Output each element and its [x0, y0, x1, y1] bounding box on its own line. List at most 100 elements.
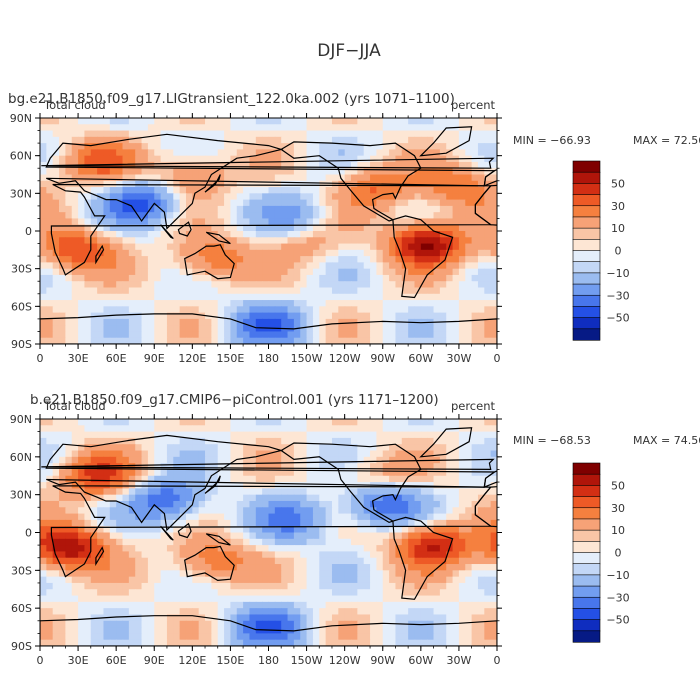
field-cell — [71, 281, 79, 289]
field-cell — [97, 570, 105, 578]
field-cell — [46, 143, 54, 150]
field-cell — [370, 437, 378, 445]
lat-tick-label: 90S — [11, 338, 32, 351]
field-cell — [452, 262, 460, 270]
field-cell — [300, 576, 308, 584]
field-cell — [59, 494, 66, 502]
field-cell — [363, 576, 371, 584]
field-cell — [300, 130, 308, 138]
field-cell — [338, 218, 346, 226]
field-cell — [71, 500, 79, 508]
field-cell — [84, 231, 92, 238]
field-cell — [287, 199, 295, 207]
field-cell — [109, 582, 117, 590]
field-cell — [420, 437, 428, 445]
field-cell — [147, 620, 155, 628]
field-cell — [230, 450, 238, 458]
field-cell — [40, 582, 47, 590]
field-cell — [179, 431, 187, 439]
field-cell — [433, 306, 441, 314]
field-cell — [287, 205, 295, 213]
field-cell — [185, 136, 193, 144]
field-cell — [376, 287, 384, 295]
field-cell — [90, 306, 98, 314]
field-cell — [325, 463, 333, 471]
field-cell — [439, 199, 447, 207]
field-cell — [414, 545, 422, 553]
field-cell — [357, 268, 365, 276]
field-cell — [319, 431, 327, 439]
field-cell — [160, 281, 168, 289]
field-cell — [154, 212, 162, 220]
field-cell — [338, 300, 346, 307]
field-cell — [243, 456, 251, 464]
field-cell — [154, 318, 162, 326]
field-cell — [78, 437, 86, 445]
field-cell — [71, 124, 79, 132]
field-cell — [173, 306, 181, 314]
field-cell — [46, 337, 54, 344]
field-cell — [344, 538, 352, 546]
field-cell — [414, 564, 422, 571]
field-cell — [363, 532, 371, 540]
field-cell — [109, 268, 117, 276]
field-cell — [59, 570, 66, 578]
field-cell — [274, 249, 282, 257]
field-cell — [484, 193, 492, 201]
field-cell — [382, 425, 390, 433]
field-cell — [370, 136, 378, 144]
field-cell — [243, 262, 251, 270]
field-cell — [351, 494, 358, 502]
field-cell — [243, 143, 251, 150]
field-cell — [395, 161, 403, 169]
field-cell — [363, 564, 371, 571]
field-cell — [255, 526, 263, 534]
field-cell — [331, 174, 339, 182]
field-cell — [78, 469, 86, 477]
field-cell — [458, 419, 466, 426]
field-cell — [262, 224, 270, 232]
field-cell — [211, 262, 219, 270]
field-cell — [293, 595, 301, 603]
field-cell — [490, 532, 497, 540]
field-cell — [90, 601, 98, 609]
field-cell — [395, 168, 403, 176]
field-cell — [281, 425, 289, 433]
field-cell — [116, 538, 124, 546]
field-cell — [395, 281, 403, 289]
field-cell — [179, 589, 187, 597]
field-cell — [78, 519, 86, 527]
field-cell — [65, 494, 73, 502]
field-cell — [211, 545, 219, 553]
field-cell — [452, 193, 460, 201]
field-cell — [319, 168, 327, 176]
field-cell — [344, 526, 352, 534]
field-cell — [357, 576, 365, 584]
field-cell — [166, 614, 174, 622]
field-cell — [78, 243, 86, 251]
field-cell — [90, 589, 98, 597]
field-cell — [370, 456, 378, 464]
field-cell — [490, 570, 497, 578]
field-cell — [376, 293, 384, 301]
field-cell — [255, 149, 263, 157]
field-cell — [192, 463, 200, 471]
field-cell — [408, 124, 416, 132]
field-cell — [325, 136, 333, 144]
field-cell — [281, 300, 289, 307]
field-cell — [477, 538, 485, 546]
field-cell — [52, 187, 60, 194]
field-cell — [281, 444, 289, 452]
field-cell — [338, 551, 346, 559]
field-cell — [376, 425, 384, 433]
field-cell — [433, 500, 441, 508]
field-cell — [230, 187, 238, 194]
field-cell — [458, 224, 466, 232]
field-cell — [179, 268, 187, 276]
field-cell — [173, 526, 181, 534]
field-cell — [90, 130, 98, 138]
field-cell — [141, 306, 149, 314]
field-cell — [90, 564, 98, 571]
field-cell — [116, 306, 124, 314]
field-cell — [198, 325, 206, 333]
